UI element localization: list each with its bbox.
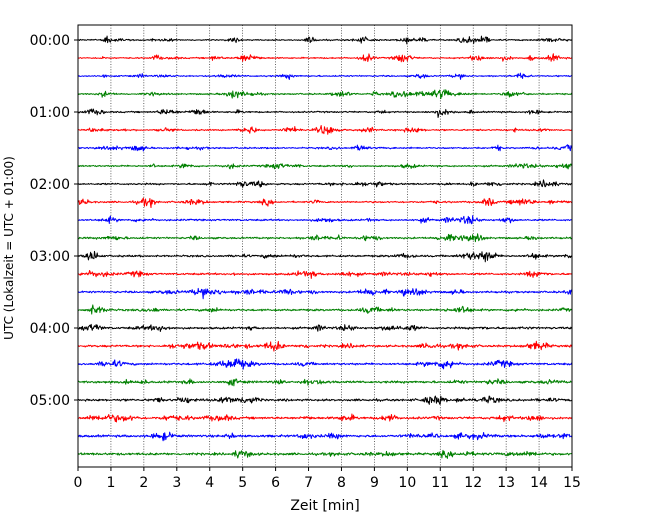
x-tick-label: 1 <box>106 475 115 491</box>
x-tick-label: 13 <box>497 475 515 491</box>
x-tick-label: 14 <box>530 475 548 491</box>
seismic-trace <box>77 378 573 387</box>
seismic-trace <box>77 413 573 423</box>
y-tick-label: 01:00 <box>30 105 70 121</box>
x-axis-ticks: 0 1 2 3 4 5 6 7 8 9 10 11 12 13 14 15 <box>74 467 581 491</box>
seismic-trace <box>77 163 573 170</box>
x-tick-label: 5 <box>238 475 247 491</box>
x-tick-label: 9 <box>370 475 379 491</box>
x-tick-label: 2 <box>139 475 148 491</box>
seismic-trace <box>77 125 573 135</box>
seismic-trace <box>77 269 573 279</box>
x-tick-label: 8 <box>337 475 346 491</box>
x-tick-label: 15 <box>563 475 581 491</box>
seismic-trace <box>77 89 573 100</box>
y-tick-label: 05:00 <box>30 393 70 409</box>
y-tick-label: 03:00 <box>30 249 70 265</box>
seismic-trace <box>77 197 573 209</box>
seismic-traces <box>77 35 573 459</box>
seismic-trace <box>77 233 573 243</box>
seismic-trace <box>77 395 573 405</box>
seismic-trace <box>77 358 573 370</box>
x-tick-label: 3 <box>172 475 181 491</box>
y-tick-label: 00:00 <box>30 33 70 49</box>
seismic-trace <box>77 108 573 118</box>
x-tick-label: 4 <box>205 475 214 491</box>
x-tick-label: 0 <box>74 475 83 491</box>
y-axis-label: UTC (Lokalzeit = UTC + 01:00) <box>2 156 16 340</box>
axes-frame <box>77 24 573 468</box>
seismic-trace <box>77 53 573 63</box>
seismic-trace <box>77 287 573 300</box>
x-tick-label: 7 <box>304 475 313 491</box>
seismic-trace <box>77 431 573 442</box>
seismic-trace <box>77 72 573 80</box>
x-axis-label: Zeit [min] <box>290 498 359 514</box>
x-tick-label: 10 <box>398 475 416 491</box>
seismic-trace <box>77 35 573 45</box>
seismic-trace <box>77 250 573 263</box>
seismic-trace <box>77 304 573 315</box>
seismic-trace <box>77 144 573 152</box>
seismic-trace <box>77 323 573 332</box>
seismic-trace <box>77 449 573 459</box>
y-tick-label: 02:00 <box>30 177 70 193</box>
grid-lines <box>110 25 540 467</box>
y-tick-label: 04:00 <box>30 321 70 337</box>
seismic-trace <box>77 340 573 352</box>
x-tick-label: 6 <box>271 475 280 491</box>
seismic-trace <box>77 215 573 225</box>
x-tick-label: 11 <box>431 475 449 491</box>
y-axis-ticks: 00:00 01:00 02:00 03:00 04:00 05:00 <box>30 33 78 409</box>
x-tick-label: 12 <box>464 475 482 491</box>
seismic-trace <box>77 179 573 188</box>
